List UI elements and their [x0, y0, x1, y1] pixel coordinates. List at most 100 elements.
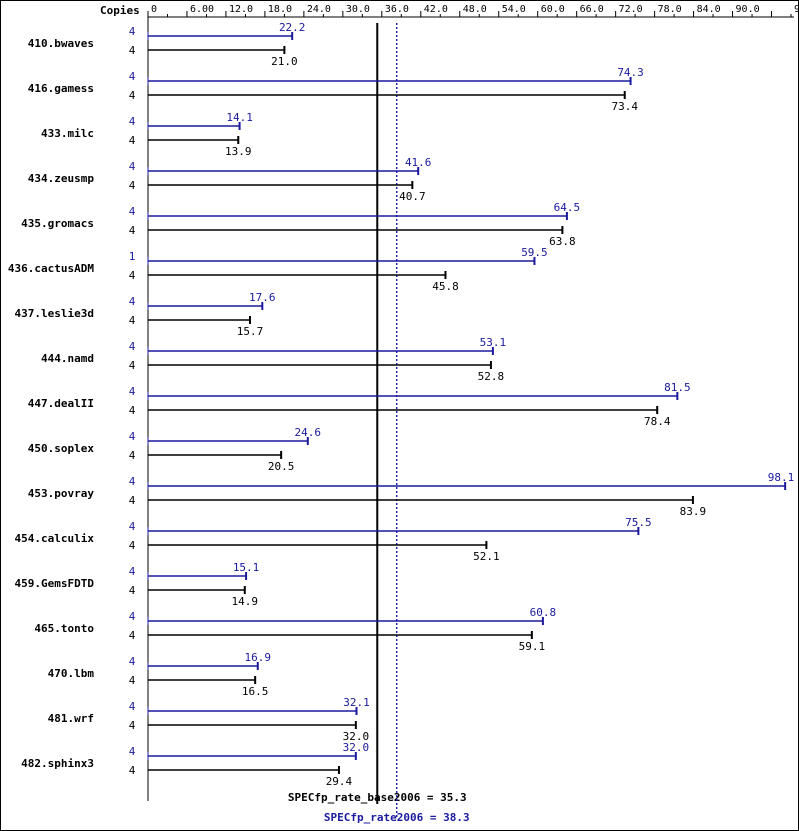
benchmark-label: 447.dealII — [28, 397, 94, 410]
peak-value-label: 32.0 — [343, 741, 370, 754]
base-copies-label: 4 — [129, 44, 136, 57]
base-value-label: 15.7 — [237, 325, 264, 338]
base-copies-label: 4 — [129, 539, 136, 552]
copies-header: Copies — [100, 4, 140, 17]
peak-copies-label: 4 — [129, 70, 136, 83]
benchmark-label: 410.bwaves — [28, 37, 94, 50]
base-copies-label: 4 — [129, 449, 136, 462]
base-copies-label: 4 — [129, 584, 136, 597]
peak-reference-label: SPECfp_rate2006 = 38.3 — [324, 811, 470, 824]
peak-value-label: 32.1 — [343, 696, 370, 709]
x-tick-label: 18.0 — [268, 4, 292, 15]
base-value-label: 59.1 — [519, 640, 546, 653]
benchmark-label: 437.leslie3d — [15, 307, 94, 320]
base-copies-label: 4 — [129, 629, 136, 642]
peak-copies-label: 4 — [129, 565, 136, 578]
peak-value-label: 41.6 — [405, 156, 432, 169]
x-tick-label: 12.0 — [229, 4, 253, 15]
peak-value-label: 22.2 — [279, 21, 306, 34]
base-copies-label: 4 — [129, 224, 136, 237]
base-value-label: 45.8 — [432, 280, 459, 293]
benchmark-label: 470.lbm — [48, 667, 95, 680]
base-copies-label: 4 — [129, 179, 136, 192]
base-copies-label: 4 — [129, 404, 136, 417]
base-copies-label: 4 — [129, 134, 136, 147]
peak-copies-label: 4 — [129, 115, 136, 128]
peak-value-label: 98.1 — [768, 471, 795, 484]
base-copies-label: 4 — [129, 359, 136, 372]
benchmark-label: 453.povray — [28, 487, 95, 500]
benchmark-label: 459.GemsFDTD — [15, 577, 95, 590]
peak-value-label: 81.5 — [664, 381, 691, 394]
base-value-label: 83.9 — [680, 505, 707, 518]
benchmark-label: 465.tonto — [34, 622, 94, 635]
base-copies-label: 4 — [129, 719, 136, 732]
benchmark-label: 450.soplex — [28, 442, 95, 455]
peak-copies-label: 4 — [129, 700, 136, 713]
peak-copies-label: 4 — [129, 655, 136, 668]
benchmark-label: 436.cactusADM — [8, 262, 94, 275]
peak-copies-label: 4 — [129, 340, 136, 353]
base-value-label: 40.7 — [399, 190, 426, 203]
base-value-label: 13.9 — [225, 145, 252, 158]
base-value-label: 14.9 — [232, 595, 259, 608]
peak-copies-label: 4 — [129, 25, 136, 38]
x-tick-label: 36.0 — [385, 4, 409, 15]
base-value-label: 63.8 — [549, 235, 576, 248]
base-copies-label: 4 — [129, 674, 136, 687]
peak-value-label: 75.5 — [625, 516, 652, 529]
x-tick-label: 84.0 — [697, 4, 721, 15]
base-copies-label: 4 — [129, 269, 136, 282]
x-tick-label: 30.0 — [346, 4, 370, 15]
base-value-label: 21.0 — [271, 55, 298, 68]
x-tick-label: 99.0 — [794, 4, 798, 15]
peak-copies-label: 4 — [129, 385, 136, 398]
peak-value-label: 24.6 — [295, 426, 322, 439]
base-value-label: 78.4 — [644, 415, 671, 428]
peak-value-label: 15.1 — [233, 561, 260, 574]
x-tick-label: 42.0 — [424, 4, 448, 15]
base-copies-label: 4 — [129, 314, 136, 327]
x-tick-label: 6.00 — [190, 4, 214, 15]
peak-value-label: 53.1 — [480, 336, 507, 349]
base-value-label: 32.0 — [343, 730, 370, 743]
peak-copies-label: 4 — [129, 160, 136, 173]
x-tick-label: 54.0 — [502, 4, 526, 15]
peak-value-label: 74.3 — [617, 66, 644, 79]
benchmark-label: 434.zeusmp — [28, 172, 95, 185]
x-tick-label: 66.0 — [580, 4, 604, 15]
x-tick-label: 78.0 — [658, 4, 682, 15]
benchmark-label: 444.namd — [41, 352, 94, 365]
peak-copies-label: 4 — [129, 475, 136, 488]
x-tick-label: 60.0 — [541, 4, 565, 15]
peak-value-label: 64.5 — [554, 201, 581, 214]
peak-copies-label: 4 — [129, 610, 136, 623]
base-copies-label: 4 — [129, 764, 136, 777]
x-tick-label: 48.0 — [463, 4, 487, 15]
benchmark-label: 454.calculix — [15, 532, 95, 545]
peak-copies-label: 1 — [129, 250, 136, 263]
peak-copies-label: 4 — [129, 745, 136, 758]
base-value-label: 29.4 — [326, 775, 353, 788]
peak-value-label: 16.9 — [245, 651, 272, 664]
base-value-label: 73.4 — [611, 100, 638, 113]
base-value-label: 16.5 — [242, 685, 269, 698]
benchmark-label: 435.gromacs — [21, 217, 94, 230]
base-copies-label: 4 — [129, 494, 136, 507]
peak-copies-label: 4 — [129, 430, 136, 443]
peak-copies-label: 4 — [129, 520, 136, 533]
peak-copies-label: 4 — [129, 205, 136, 218]
benchmark-label: 482.sphinx3 — [21, 757, 94, 770]
peak-value-label: 14.1 — [226, 111, 253, 124]
base-reference-label: SPECfp_rate_base2006 = 35.3 — [288, 791, 467, 804]
base-value-label: 20.5 — [268, 460, 295, 473]
peak-value-label: 17.6 — [249, 291, 276, 304]
x-tick-label: 90.0 — [736, 4, 760, 15]
peak-value-label: 60.8 — [530, 606, 557, 619]
benchmark-label: 433.milc — [41, 127, 94, 140]
benchmark-label: 481.wrf — [48, 712, 94, 725]
base-value-label: 52.1 — [473, 550, 500, 563]
x-tick-label: 0 — [151, 4, 157, 15]
